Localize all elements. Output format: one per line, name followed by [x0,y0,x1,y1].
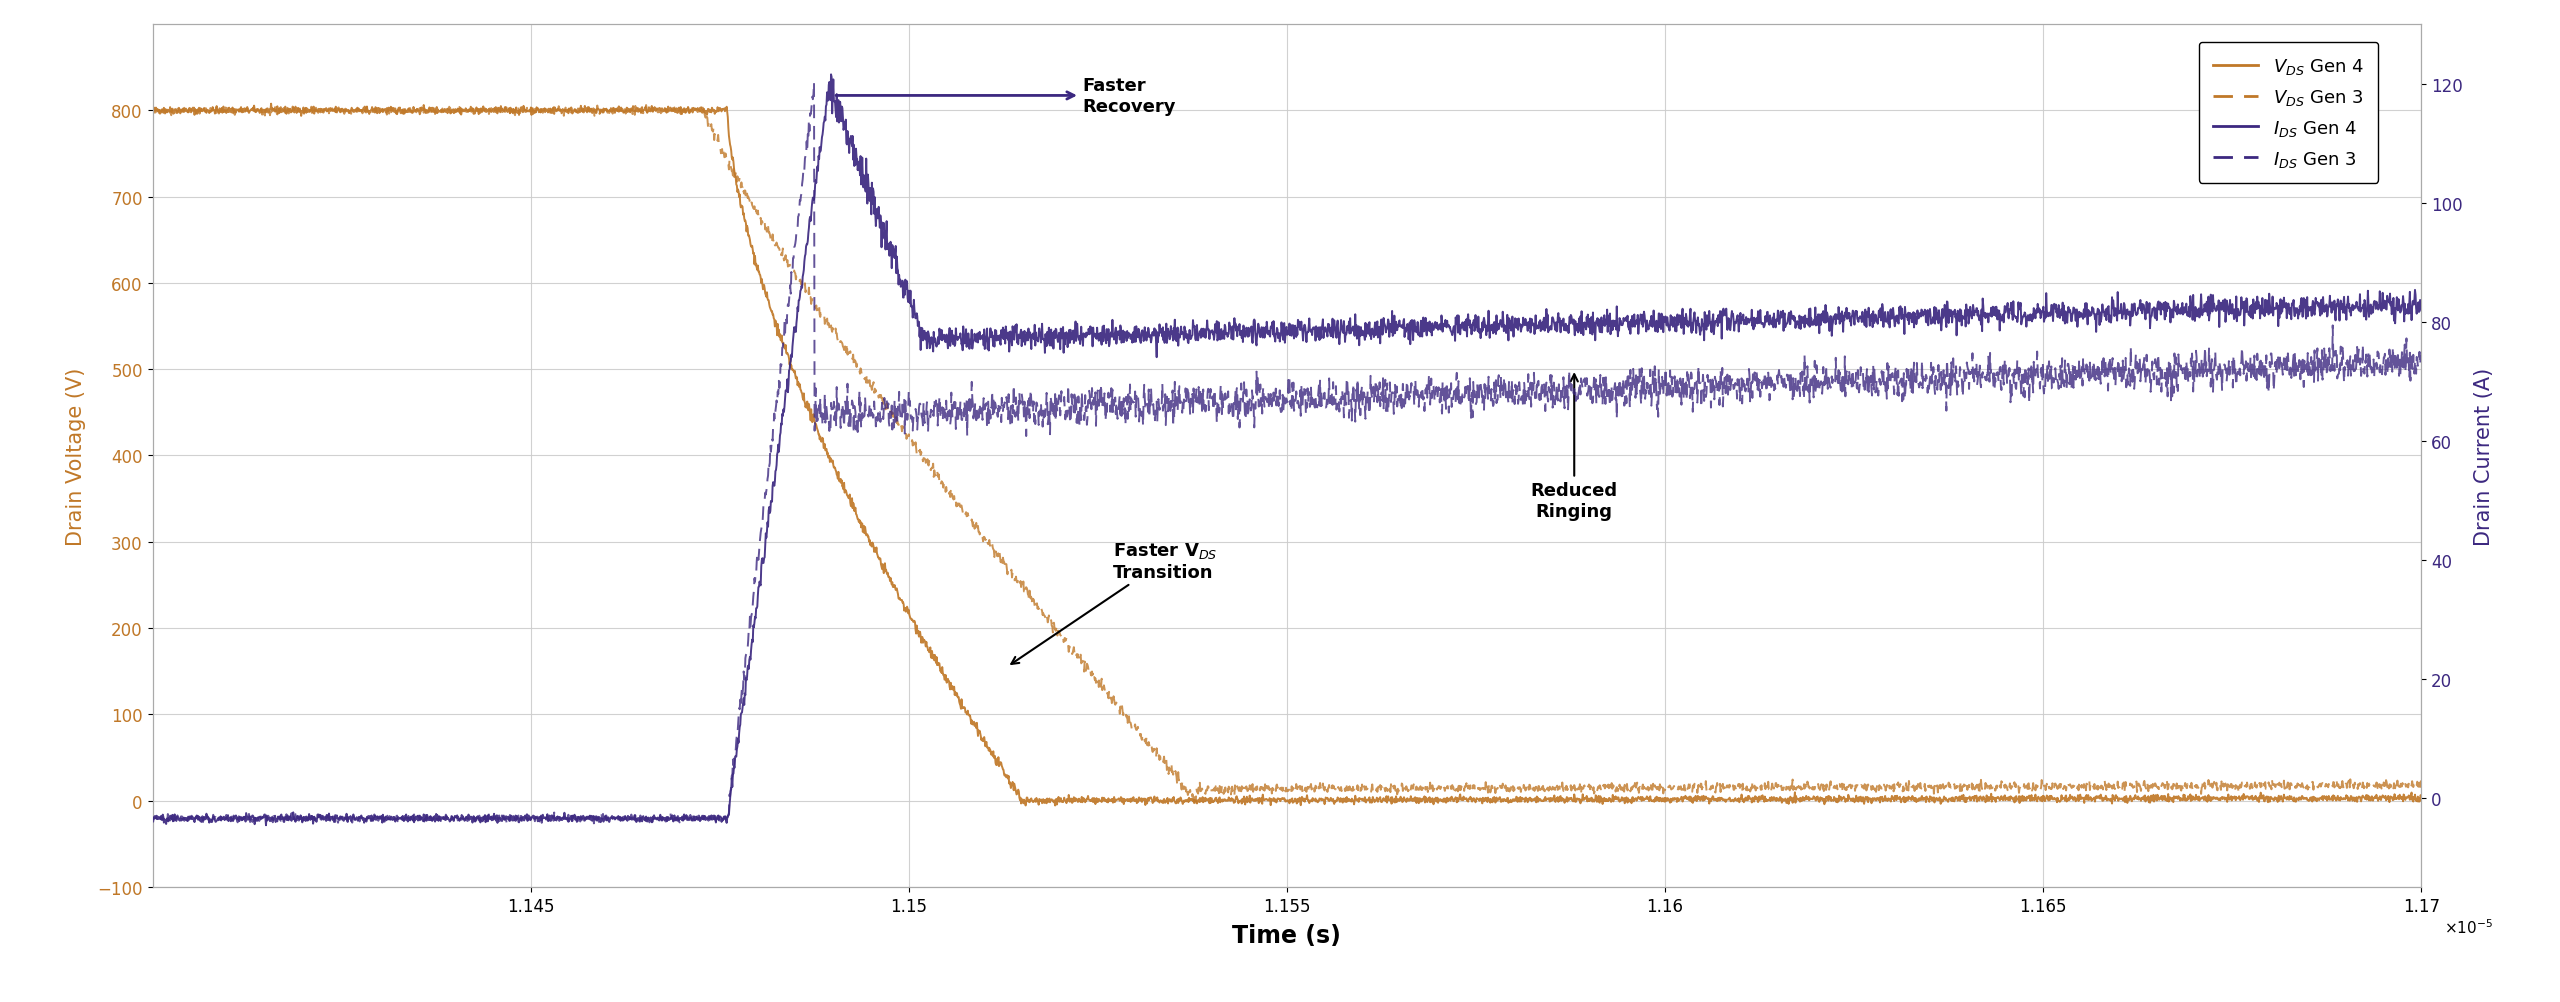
Y-axis label: Drain Voltage (V): Drain Voltage (V) [67,367,87,545]
Text: Reduced
Ringing: Reduced Ringing [1531,375,1618,521]
X-axis label: Time (s): Time (s) [1231,923,1341,947]
Legend: $V_{DS}$ Gen 4, $V_{DS}$ Gen 3, $I_{DS}$ Gen 4, $I_{DS}$ Gen 3: $V_{DS}$ Gen 4, $V_{DS}$ Gen 3, $I_{DS}$… [2199,43,2378,184]
Text: Faster V$_{DS}$
Transition: Faster V$_{DS}$ Transition [1011,540,1219,664]
Y-axis label: Drain Current (A): Drain Current (A) [2473,367,2493,545]
Text: $\times10^{-5}$: $\times10^{-5}$ [2445,917,2493,936]
Text: Faster
Recovery: Faster Recovery [837,77,1175,115]
